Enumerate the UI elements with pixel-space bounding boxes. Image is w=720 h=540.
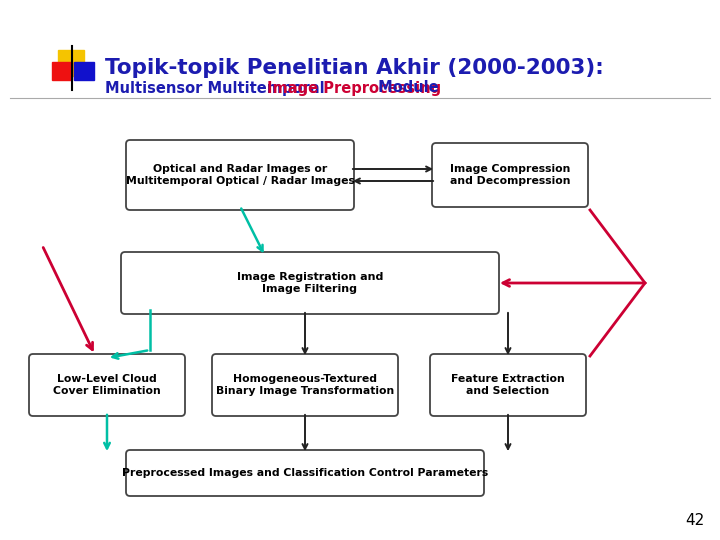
- Text: Homogeneous-Textured
Binary Image Transformation: Homogeneous-Textured Binary Image Transf…: [216, 374, 394, 396]
- Text: Topik-topik Penelitian Akhir (2000-2003):: Topik-topik Penelitian Akhir (2000-2003)…: [105, 58, 604, 78]
- Text: Image Compression
and Decompression: Image Compression and Decompression: [450, 164, 570, 186]
- FancyBboxPatch shape: [432, 143, 588, 207]
- FancyBboxPatch shape: [126, 140, 354, 210]
- FancyBboxPatch shape: [29, 354, 185, 416]
- Text: Module: Module: [373, 80, 438, 96]
- Text: Low-Level Cloud
Cover Elimination: Low-Level Cloud Cover Elimination: [53, 374, 161, 396]
- Text: Feature Extraction
and Selection: Feature Extraction and Selection: [451, 374, 565, 396]
- FancyBboxPatch shape: [212, 354, 398, 416]
- Text: Image Preprocessing: Image Preprocessing: [267, 80, 441, 96]
- FancyBboxPatch shape: [430, 354, 586, 416]
- FancyBboxPatch shape: [126, 450, 484, 496]
- Bar: [74, 62, 94, 80]
- Bar: [58, 50, 84, 76]
- FancyBboxPatch shape: [121, 252, 499, 314]
- Bar: [52, 62, 72, 80]
- Text: 42: 42: [685, 513, 705, 528]
- Text: Image Registration and
Image Filtering: Image Registration and Image Filtering: [237, 272, 383, 294]
- Text: Multisensor Multitemporal: Multisensor Multitemporal: [105, 80, 330, 96]
- Text: Preprocessed Images and Classification Control Parameters: Preprocessed Images and Classification C…: [122, 468, 488, 478]
- Text: Optical and Radar Images or
Multitemporal Optical / Radar Images: Optical and Radar Images or Multitempora…: [125, 164, 354, 186]
